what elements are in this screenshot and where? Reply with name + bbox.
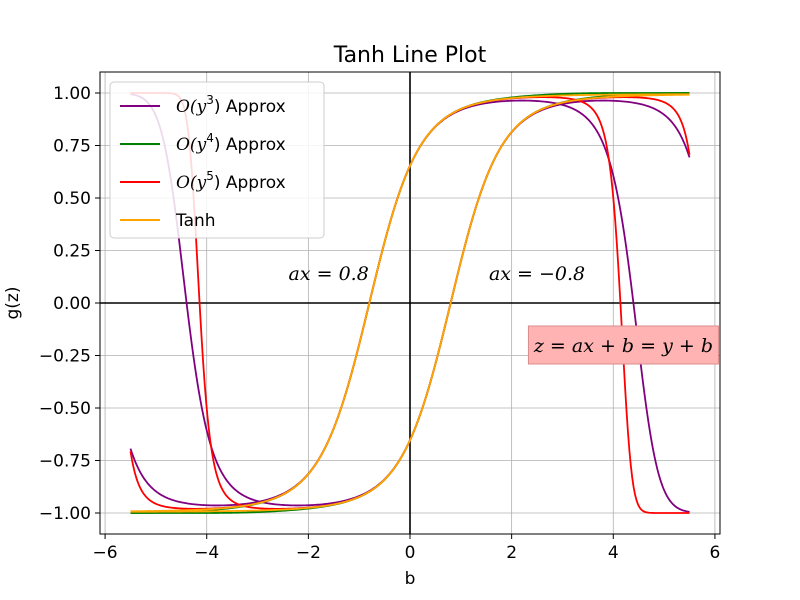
x-tick-label: 6 <box>710 543 721 563</box>
legend-entry: O(y5) Approx <box>176 169 286 193</box>
legend-entry: O(y3) Approx <box>176 93 286 117</box>
x-tick-label: 2 <box>506 543 517 563</box>
x-tick-label: 4 <box>608 543 619 563</box>
x-tick-label: −4 <box>194 543 219 563</box>
formula-text: z = ax + b = y + b <box>533 335 713 357</box>
series-line-tanh-ax-pos <box>130 93 690 513</box>
x-tick-label: 0 <box>405 543 416 563</box>
y-tick-label: 0.75 <box>53 137 91 157</box>
series-line-tanh-ax-neg <box>130 93 690 513</box>
chart-title: Tanh Line Plot <box>333 43 487 68</box>
y-tick-label: −0.50 <box>39 399 91 419</box>
x-tick-label: −2 <box>296 543 321 563</box>
legend-entry: O(y4) Approx <box>176 131 286 155</box>
y-tick-label: −0.75 <box>39 452 91 472</box>
annotation-label: ax = 0.8 <box>289 263 369 285</box>
formula-box <box>527 325 719 365</box>
y-tick-label: −0.25 <box>39 347 91 367</box>
y-tick-label: 0.50 <box>53 189 91 209</box>
y-tick-label: 0.25 <box>53 242 91 262</box>
annotation-label: ax = −0.8 <box>489 263 585 285</box>
x-axis-label: b <box>405 569 416 589</box>
x-tick-label: −6 <box>93 543 118 563</box>
legend-box <box>109 81 325 239</box>
y-tick-label: −1.00 <box>39 504 91 524</box>
legend-entry: Tanh <box>175 211 216 231</box>
y-axis-label: g(z) <box>3 287 23 320</box>
y-tick-label: 0.00 <box>53 294 91 314</box>
y-tick-label: 1.00 <box>53 84 91 104</box>
